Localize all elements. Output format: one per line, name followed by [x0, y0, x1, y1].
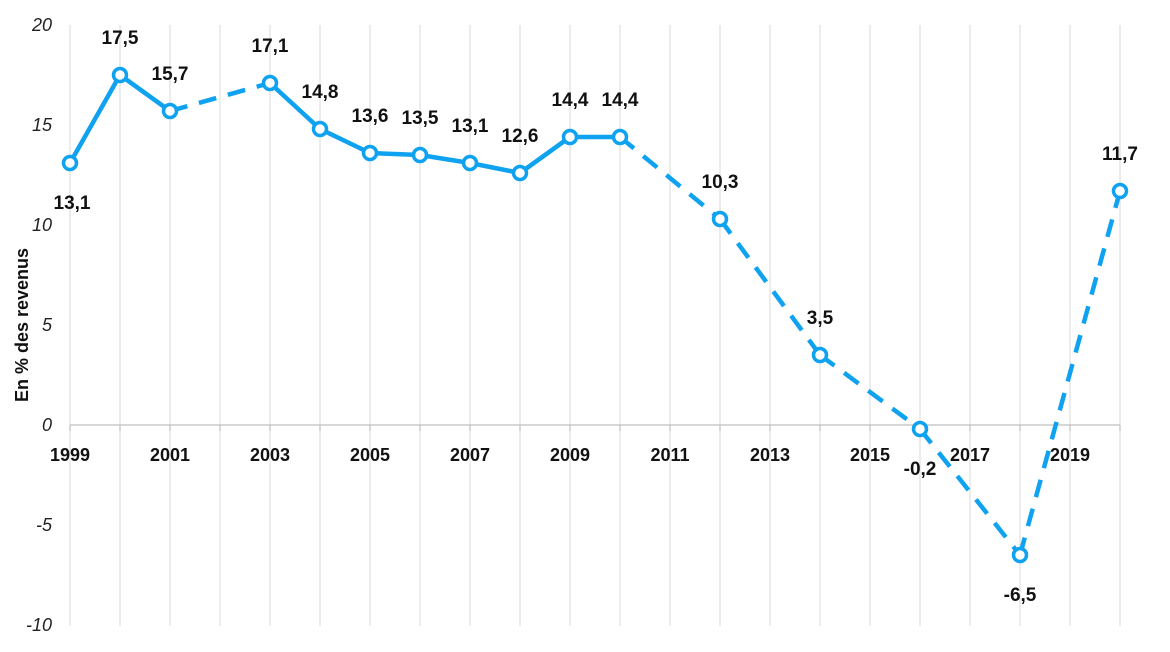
y-tick-label: -5	[36, 515, 53, 535]
series-line-segment	[618, 135, 722, 221]
x-tick-label: 2001	[150, 445, 190, 465]
data-label: 13,1	[452, 116, 489, 137]
data-label: 12,6	[502, 126, 539, 147]
data-label: 13,1	[54, 193, 91, 214]
data-label: 11,7	[1102, 144, 1138, 165]
data-label: 13,5	[402, 108, 439, 129]
grid-layer	[69, 25, 1121, 626]
x-tick-label: 2017	[950, 445, 990, 465]
x-tick-label: 2009	[550, 445, 590, 465]
x-tick-label: 2015	[850, 445, 890, 465]
data-label: 13,6	[352, 106, 389, 127]
y-tick-label: 20	[31, 15, 52, 35]
x-tick-label: 2003	[250, 445, 290, 465]
series-line-segment	[268, 81, 322, 131]
data-label: 14,8	[302, 82, 339, 103]
series-line-layer	[68, 73, 1123, 557]
x-tick-label: 2019	[1050, 445, 1090, 465]
series-line-segment	[68, 73, 122, 165]
marker-layer	[61, 66, 1129, 564]
data-label: 10,3	[702, 172, 739, 193]
series-line-segment	[419, 152, 471, 166]
data-point	[411, 146, 429, 164]
series-line-segment	[818, 353, 922, 431]
data-point	[311, 120, 329, 138]
data-label: -6,5	[1004, 585, 1037, 606]
data-label-layer: 13,1 17,5 15,7 17,1 14,8 13,6 13,5 13,1 12,6 14,4…	[54, 28, 1138, 606]
data-label: 14,4	[602, 90, 639, 111]
y-tick-label: 0	[42, 415, 52, 435]
y-tick-label: 5	[42, 315, 53, 335]
data-point	[161, 102, 179, 120]
data-point	[361, 144, 379, 162]
series-line-segment	[469, 160, 521, 176]
data-point	[511, 164, 529, 182]
data-label: 17,1	[252, 36, 289, 57]
data-point	[811, 346, 829, 364]
data-label: 3,5	[807, 308, 834, 329]
data-point	[61, 154, 79, 172]
x-tick-label: 2007	[450, 445, 490, 465]
data-point	[611, 128, 629, 146]
data-point	[711, 210, 729, 228]
data-point	[911, 420, 929, 438]
x-tick-label: 2005	[350, 445, 390, 465]
data-point	[461, 154, 479, 172]
x-tick-label: 2011	[650, 445, 689, 465]
data-label: 14,4	[552, 90, 589, 111]
y-tick-label: 10	[32, 215, 52, 235]
y-tick-label: -10	[26, 615, 52, 635]
data-label: 15,7	[152, 64, 189, 85]
y-axis-title: En % des revenus	[12, 248, 32, 402]
data-point	[261, 74, 279, 92]
series-line-segment	[1017, 190, 1123, 556]
data-point	[111, 66, 129, 84]
data-label: 17,5	[102, 28, 139, 49]
data-point	[1111, 182, 1129, 200]
data-point	[1011, 546, 1029, 564]
x-tick-label: 1999	[50, 445, 90, 465]
series-line-segment	[518, 135, 572, 175]
series-line-segment	[169, 80, 271, 114]
series-line-segment	[918, 427, 1022, 557]
y-tick-label: 15	[32, 115, 53, 135]
x-tick-label: 2013	[750, 445, 790, 465]
series-line-segment	[319, 126, 371, 156]
data-label: -0,2	[904, 459, 937, 480]
data-point	[561, 128, 579, 146]
series-line-segment	[118, 73, 172, 113]
series-line-segment	[369, 150, 421, 158]
